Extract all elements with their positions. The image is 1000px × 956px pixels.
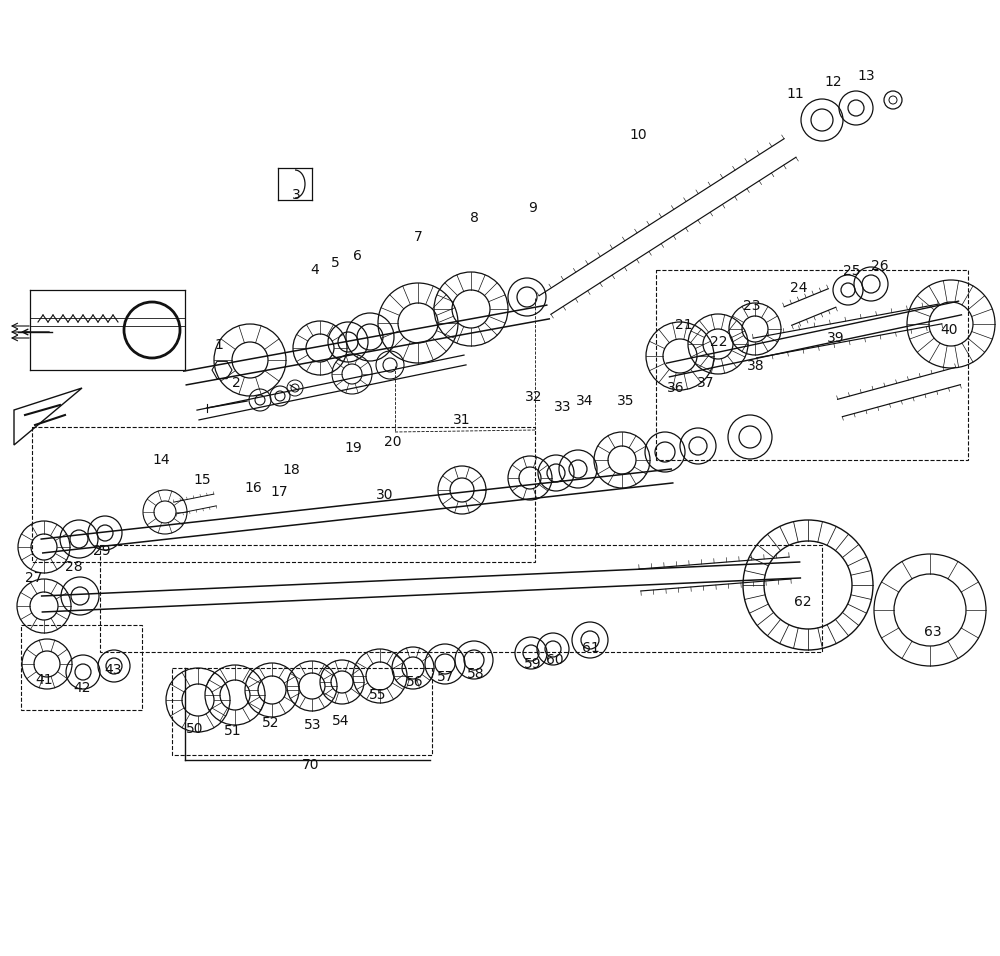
Text: 53: 53 — [304, 718, 322, 732]
Text: 41: 41 — [35, 673, 53, 687]
Text: 25: 25 — [843, 264, 861, 278]
Text: 32: 32 — [525, 390, 543, 404]
Text: 52: 52 — [262, 716, 280, 730]
Text: 6: 6 — [353, 249, 361, 263]
Text: 11: 11 — [786, 87, 804, 101]
Text: 40: 40 — [940, 323, 958, 337]
Text: 24: 24 — [790, 281, 808, 295]
Text: 28: 28 — [65, 560, 83, 574]
Text: 17: 17 — [270, 485, 288, 499]
Text: 12: 12 — [824, 75, 842, 89]
Text: 50: 50 — [186, 722, 204, 736]
Text: 1: 1 — [215, 338, 223, 352]
Text: 58: 58 — [467, 667, 485, 681]
Text: 62: 62 — [794, 595, 812, 609]
Text: 29: 29 — [93, 544, 111, 558]
Text: 23: 23 — [743, 299, 761, 313]
Text: 7: 7 — [414, 230, 422, 244]
Text: 19: 19 — [344, 441, 362, 455]
Text: 30: 30 — [376, 488, 394, 502]
Text: 2: 2 — [232, 376, 240, 390]
Text: 16: 16 — [244, 481, 262, 495]
Text: 63: 63 — [924, 625, 942, 639]
Text: 26: 26 — [871, 259, 889, 273]
Text: 13: 13 — [857, 69, 875, 83]
Text: 37: 37 — [697, 376, 715, 390]
Text: 18: 18 — [282, 463, 300, 477]
Text: 34: 34 — [576, 394, 594, 408]
Text: 10: 10 — [629, 128, 647, 142]
Text: 35: 35 — [617, 394, 635, 408]
Text: 54: 54 — [332, 714, 350, 728]
Text: 51: 51 — [224, 724, 242, 738]
Text: 33: 33 — [554, 400, 572, 414]
Text: 22: 22 — [710, 335, 728, 349]
Text: 3: 3 — [292, 188, 300, 202]
Text: 31: 31 — [453, 413, 471, 427]
Text: 56: 56 — [406, 675, 424, 689]
Text: 39: 39 — [827, 331, 845, 345]
Text: 43: 43 — [104, 663, 122, 677]
Text: 60: 60 — [546, 653, 564, 667]
Text: 59: 59 — [524, 657, 542, 671]
Text: 70: 70 — [302, 758, 320, 772]
Text: 21: 21 — [675, 318, 693, 332]
Text: 5: 5 — [331, 256, 339, 270]
Text: 15: 15 — [193, 473, 211, 487]
Text: 14: 14 — [152, 453, 170, 467]
Text: 4: 4 — [311, 263, 319, 277]
Text: 9: 9 — [529, 201, 537, 215]
Text: 36: 36 — [667, 381, 685, 395]
Text: 38: 38 — [747, 359, 765, 373]
Text: 27: 27 — [25, 571, 43, 585]
Text: 20: 20 — [384, 435, 402, 449]
Text: 42: 42 — [73, 681, 91, 695]
Text: 57: 57 — [437, 670, 455, 684]
Text: 61: 61 — [582, 641, 600, 655]
Text: 55: 55 — [369, 688, 387, 702]
Text: 8: 8 — [470, 211, 478, 225]
